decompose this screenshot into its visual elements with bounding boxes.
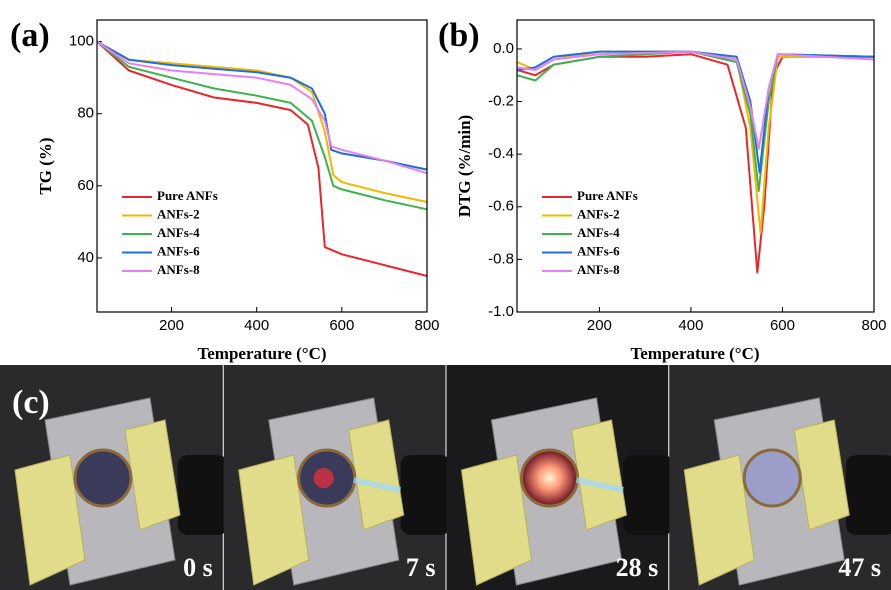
clip-left [14, 454, 86, 586]
legend-label: ANFs-4 [577, 225, 620, 240]
x-tick-label: 800 [861, 317, 886, 334]
data-line [96, 40, 428, 277]
clip-right [124, 419, 181, 531]
x-tick-label: 600 [770, 317, 795, 334]
y-tick-label: -1.0 [488, 303, 514, 320]
y-tick-label: 80 [77, 105, 94, 122]
sample [73, 448, 133, 508]
sample [520, 448, 579, 508]
time-label: 0 s [183, 553, 213, 582]
legend-label: ANFs-4 [157, 225, 200, 240]
clip-left [238, 454, 310, 586]
x-tick-label: 600 [329, 317, 354, 334]
legend-label: ANFs-8 [157, 262, 200, 277]
y-tick-label: -0.2 [488, 93, 514, 110]
legend-label: Pure ANFs [577, 188, 638, 203]
clip-left [460, 454, 533, 586]
legend-label: ANFs-2 [577, 206, 620, 221]
x-tick-label: 800 [414, 317, 439, 334]
heater-nozzle [177, 455, 228, 535]
time-label: 47 s [838, 553, 881, 582]
data-line [96, 40, 428, 211]
clip-right [348, 419, 405, 531]
x-tick-label: 400 [678, 317, 703, 334]
time-label: 7 s [406, 553, 436, 582]
y-axis-label: DTG (%/min) [455, 115, 474, 217]
y-tick-label: 100 [69, 33, 94, 50]
heater-nozzle [400, 455, 451, 535]
y-tick-label: -0.6 [488, 198, 514, 215]
data-line [516, 50, 875, 150]
data-line [96, 40, 428, 175]
data-line [96, 40, 428, 203]
x-axis-label: Temperature (°C) [197, 344, 326, 363]
y-tick-label: 60 [77, 177, 94, 194]
panel-label: (c) [12, 384, 50, 421]
x-tick-label: 200 [587, 317, 612, 334]
data-line [96, 40, 428, 171]
heater-nozzle [623, 455, 674, 535]
y-tick-label: -0.4 [488, 145, 514, 162]
sample [742, 448, 802, 508]
legend-label: Pure ANFs [157, 188, 218, 203]
legend-label: ANFs-8 [577, 262, 620, 277]
clip-left [683, 454, 755, 586]
plot-frame [516, 19, 875, 313]
clip-right [570, 419, 628, 531]
clip-right [793, 419, 850, 531]
y-tick-label: 40 [77, 249, 94, 266]
plot-frame [96, 19, 428, 313]
data-line [516, 50, 874, 235]
y-tick-label: -0.8 [488, 250, 514, 267]
legend-label: ANFs-2 [157, 206, 200, 221]
legend-label: ANFs-6 [577, 243, 620, 258]
time-label: 28 s [616, 553, 659, 582]
x-tick-label: 200 [159, 317, 184, 334]
panel-label: (b) [438, 17, 480, 54]
heater-nozzle [846, 455, 891, 535]
data-line [516, 50, 875, 192]
flame [575, 477, 624, 493]
x-tick-label: 400 [244, 317, 269, 334]
data-line [516, 53, 874, 274]
red-spot [313, 468, 334, 488]
x-axis-label: Temperature (°C) [630, 344, 759, 363]
y-tick-label: 0.0 [493, 40, 514, 57]
flame [353, 477, 402, 493]
y-axis-label: TG (%) [36, 137, 55, 194]
panel-label: (a) [10, 17, 50, 54]
legend-label: ANFs-6 [157, 243, 200, 258]
data-line [516, 50, 875, 174]
photo-strip: 0 s 7 s 28 s 47 s (c) [0, 365, 891, 590]
